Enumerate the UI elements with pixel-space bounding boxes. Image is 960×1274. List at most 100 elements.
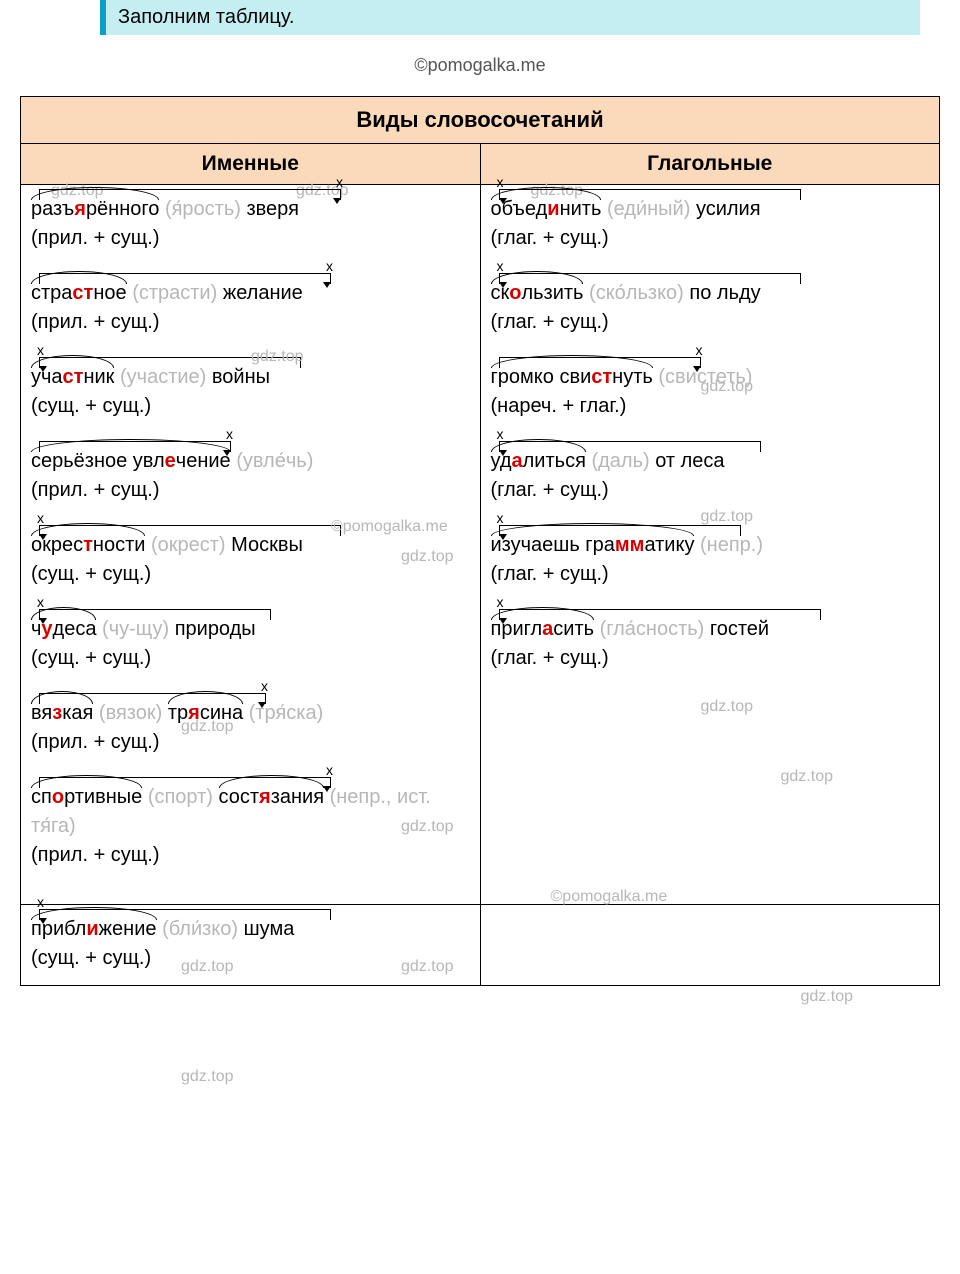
phrase-line: громко свистнуть (свистеть) bbox=[491, 363, 930, 392]
dependent-word: зверя bbox=[246, 198, 298, 220]
phrase-line: спортивные (спорт) состязания (непр., ис… bbox=[31, 783, 470, 841]
check-word: (непр.) bbox=[700, 534, 763, 556]
pos-annotation: (прил. + сущ.) bbox=[31, 476, 470, 505]
main-word-marker: x bbox=[497, 592, 504, 612]
dependent-word: от леса bbox=[655, 450, 724, 472]
arc-segment: участник bbox=[31, 363, 114, 392]
attribution-line: ©pomogalka.me bbox=[0, 55, 960, 76]
arc-segment: спортивные bbox=[31, 783, 142, 812]
phrase-entry: xскользить (ско́льзко) по льду(глаг. + с… bbox=[491, 279, 930, 337]
check-word: (бли́зко) bbox=[162, 918, 238, 940]
arc-segment: удалиться bbox=[491, 447, 586, 476]
check-word: (свистеть) bbox=[658, 366, 752, 388]
watermark-gdz: gdz.top bbox=[801, 985, 853, 1008]
main-word-marker: x bbox=[497, 172, 504, 192]
dependent-word: по льду bbox=[689, 282, 760, 304]
dependent-word: желание bbox=[223, 282, 303, 304]
pos-annotation: (прил. + сущ.) bbox=[31, 728, 470, 757]
phrase-entry: xизучаешь грамматику (непр.)(глаг. + сущ… bbox=[491, 531, 930, 589]
check-word: (даль) bbox=[591, 450, 649, 472]
check-word: (участие) bbox=[120, 366, 206, 388]
arc-segment: объединить bbox=[491, 195, 602, 224]
main-word-marker: x bbox=[37, 508, 44, 528]
instruction-callout: Заполним таблицу. bbox=[100, 0, 920, 35]
check-word: (спорт) bbox=[148, 786, 213, 808]
arc-segment: серьёзное увлечение bbox=[31, 447, 231, 476]
main-word-marker: x bbox=[497, 508, 504, 528]
pos-annotation: (нареч. + глаг.) bbox=[491, 392, 930, 421]
pos-annotation: (прил. + сущ.) bbox=[31, 308, 470, 337]
arc-segment: чудеса bbox=[31, 615, 96, 644]
phrase-entry: xгромко свистнуть (свистеть)(нареч. + гл… bbox=[491, 363, 930, 421]
phrase-entry: xстрастное (страсти) желание(прил. + сущ… bbox=[31, 279, 470, 337]
nominal-cell: gdz.top gdz.top xразъярённого (я́рость) … bbox=[21, 185, 481, 905]
phrase-line: серьёзное увлечение (увле́чь) bbox=[31, 447, 470, 476]
arc-segment: громко свистнуть bbox=[491, 363, 653, 392]
attribution-text: ©pomogalka.me bbox=[414, 55, 545, 75]
pos-annotation: (глаг. + сущ.) bbox=[491, 560, 930, 589]
main-word-marker: x bbox=[696, 340, 703, 360]
check-word: (страсти) bbox=[132, 282, 217, 304]
phrase-entry: xспортивные (спорт) состязания (непр., и… bbox=[31, 783, 470, 870]
pos-annotation: (глаг. + сущ.) bbox=[491, 308, 930, 337]
pos-annotation: (сущ. + сущ.) bbox=[31, 560, 470, 589]
col-header-nominal: Именные bbox=[21, 144, 481, 185]
phrase-entry: xразъярённого (я́рость) зверя(прил. + су… bbox=[31, 195, 470, 253]
arc-segment: состязания bbox=[219, 783, 325, 812]
main-word-marker: x bbox=[497, 256, 504, 276]
pos-annotation: (прил. + сущ.) bbox=[31, 841, 470, 870]
arc-segment: страстное bbox=[31, 279, 127, 308]
check-word: (еди́ный) bbox=[607, 198, 690, 220]
check-word: (чу-щу) bbox=[102, 618, 169, 640]
arc-segment: изучаешь грамматику bbox=[491, 531, 695, 560]
check-word: (окрест) bbox=[151, 534, 226, 556]
arc-segment: пригласить bbox=[491, 615, 595, 644]
phrase-entry: xпригласить (гла́сность) гостей(глаг. + … bbox=[491, 615, 930, 673]
pos-annotation: (сущ. + сущ.) bbox=[31, 392, 470, 421]
main-word-marker: x bbox=[37, 340, 44, 360]
watermark-gdz: gdz.top bbox=[701, 695, 753, 718]
bottom-right-cell bbox=[480, 905, 940, 986]
dependent-word: усилия bbox=[696, 198, 761, 220]
arc-segment: скользить bbox=[491, 279, 584, 308]
main-word-marker: x bbox=[226, 424, 233, 444]
main-word-marker: x bbox=[37, 892, 44, 912]
pos-annotation: (глаг. + сущ.) bbox=[491, 224, 930, 253]
pos-annotation: (глаг. + сущ.) bbox=[491, 644, 930, 673]
watermark-gdz: gdz.top bbox=[781, 765, 833, 788]
arc-segment: разъярённого bbox=[31, 195, 159, 224]
arc-segment: вязкая bbox=[31, 699, 93, 728]
check-word: (я́рость) bbox=[165, 198, 241, 220]
phrase-entry: xсерьёзное увлечение (увле́чь)(прил. + с… bbox=[31, 447, 470, 505]
col-header-verbal: Глагольные bbox=[480, 144, 940, 185]
phrase-entry: xокрестности (окрест) Москвы(сущ. + сущ.… bbox=[31, 531, 470, 589]
phrase-entry: xвязкая (вязок) трясина (тря́ска)(прил. … bbox=[31, 699, 470, 757]
dependent-word: Москвы bbox=[231, 534, 303, 556]
table-title: Виды словосочетаний bbox=[21, 97, 940, 144]
dependent-word: шума bbox=[244, 918, 295, 940]
verbal-cell: gdz.top xобъединить (еди́ный) усилия(гла… bbox=[480, 185, 940, 905]
phrase-table: Виды словосочетаний Именные Глагольные g… bbox=[20, 96, 940, 986]
arc-segment: трясина bbox=[168, 699, 243, 728]
dependent-word: войны bbox=[212, 366, 270, 388]
pos-annotation: (глаг. + сущ.) bbox=[491, 476, 930, 505]
dependent-word: природы bbox=[175, 618, 256, 640]
check-word: (вязок) bbox=[99, 702, 162, 724]
phrase-entry: xобъединить (еди́ный) усилия(глаг. + сущ… bbox=[491, 195, 930, 253]
bottom-left-cell: xприближение (бли́зко) шума(сущ. + сущ.) bbox=[21, 905, 481, 986]
watermark-gdz: gdz.top bbox=[181, 1065, 233, 1088]
check-word: (гла́сность) bbox=[600, 618, 705, 640]
check-word: (ско́льзко) bbox=[589, 282, 684, 304]
main-word-marker: x bbox=[497, 424, 504, 444]
instruction-text: Заполним таблицу. bbox=[118, 6, 294, 28]
arc-segment: окрестности bbox=[31, 531, 145, 560]
pos-annotation: (сущ. + сущ.) bbox=[31, 644, 470, 673]
phrase-entry: xудалиться (даль) от леса(глаг. + сущ.) bbox=[491, 447, 930, 505]
phrase-entry: xчудеса (чу-щу) природы(сущ. + сущ.) bbox=[31, 615, 470, 673]
pos-annotation: (сущ. + сущ.) bbox=[31, 944, 470, 973]
check-word: (увле́чь) bbox=[236, 450, 313, 472]
arc-segment: приближение bbox=[31, 915, 157, 944]
pos-annotation: (прил. + сущ.) bbox=[31, 224, 470, 253]
phrase-entry: xучастник (участие) войны(сущ. + сущ.) bbox=[31, 363, 470, 421]
main-word-marker: x bbox=[326, 256, 333, 276]
